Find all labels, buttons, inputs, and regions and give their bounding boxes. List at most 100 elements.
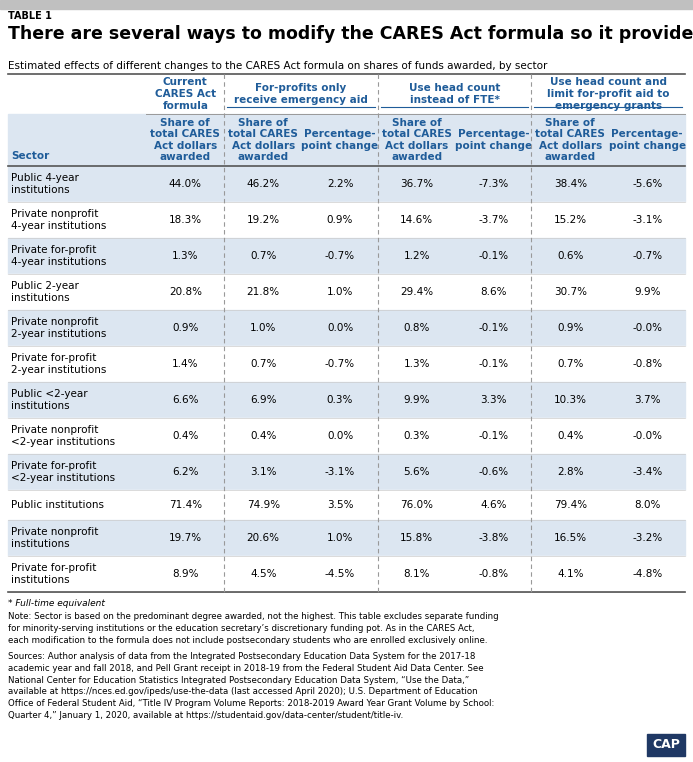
Text: 1.0%: 1.0%	[250, 323, 277, 333]
Text: 1.2%: 1.2%	[403, 251, 430, 261]
Text: Use head count and
limit for-profit aid to
emergency grants: Use head count and limit for-profit aid …	[547, 78, 669, 110]
Text: Use head count
instead of FTE*: Use head count instead of FTE*	[409, 83, 500, 105]
Text: Sector: Sector	[11, 151, 49, 161]
Text: 0.3%: 0.3%	[327, 395, 353, 405]
Text: 9.9%: 9.9%	[634, 287, 660, 297]
Bar	[8, 274, 685, 310]
Text: 79.4%: 79.4%	[554, 500, 587, 510]
Text: 0.7%: 0.7%	[250, 251, 277, 261]
Text: Private nonprofit
<2-year institutions: Private nonprofit <2-year institutions	[11, 425, 115, 447]
Text: CAP: CAP	[652, 738, 680, 751]
Text: -0.1%: -0.1%	[479, 323, 509, 333]
Text: 0.9%: 0.9%	[557, 323, 584, 333]
Bar	[8, 238, 685, 274]
Text: 14.6%: 14.6%	[401, 215, 433, 225]
Text: Private nonprofit
institutions: Private nonprofit institutions	[11, 527, 98, 549]
Text: 74.9%: 74.9%	[247, 500, 280, 510]
Text: -3.7%: -3.7%	[478, 215, 509, 225]
Text: 3.7%: 3.7%	[634, 395, 660, 405]
Bar	[8, 520, 685, 556]
Bar	[0, 0, 693, 9]
Text: -0.8%: -0.8%	[479, 569, 509, 579]
Text: 1.3%: 1.3%	[403, 359, 430, 369]
Bar	[8, 556, 685, 592]
Text: 20.8%: 20.8%	[169, 287, 202, 297]
Text: 2.8%: 2.8%	[557, 467, 584, 477]
Text: 6.9%: 6.9%	[250, 395, 277, 405]
Text: -0.1%: -0.1%	[479, 251, 509, 261]
Text: 8.1%: 8.1%	[403, 569, 430, 579]
Text: Public <2-year
institutions: Public <2-year institutions	[11, 389, 87, 411]
Text: 15.2%: 15.2%	[554, 215, 587, 225]
Text: 8.9%: 8.9%	[172, 569, 199, 579]
Text: 4.6%: 4.6%	[480, 500, 507, 510]
Text: -3.1%: -3.1%	[325, 467, 355, 477]
Text: 3.1%: 3.1%	[250, 467, 277, 477]
Text: 1.0%: 1.0%	[327, 533, 353, 543]
Bar	[647, 734, 685, 756]
Text: 0.7%: 0.7%	[250, 359, 277, 369]
Text: Note: Sector is based on the predominant degree awarded, not the highest. This t: Note: Sector is based on the predominant…	[8, 612, 499, 645]
Text: 0.6%: 0.6%	[557, 251, 584, 261]
Text: 19.2%: 19.2%	[247, 215, 280, 225]
Text: 16.5%: 16.5%	[554, 533, 587, 543]
Text: Share of
total CARES
Act dollars
awarded: Share of total CARES Act dollars awarded	[228, 117, 298, 162]
Text: Sources: Author analysis of data from the Integrated Postsecondary Education Dat: Sources: Author analysis of data from th…	[8, 652, 494, 720]
Text: -0.0%: -0.0%	[632, 431, 662, 441]
Text: 0.0%: 0.0%	[327, 431, 353, 441]
Text: -0.1%: -0.1%	[479, 359, 509, 369]
Text: 20.6%: 20.6%	[247, 533, 280, 543]
Text: Estimated effects of different changes to the CARES Act formula on shares of fun: Estimated effects of different changes t…	[8, 61, 547, 71]
Text: -0.7%: -0.7%	[632, 251, 663, 261]
Text: Current
CARES Act
formula: Current CARES Act formula	[155, 78, 216, 110]
Text: 36.7%: 36.7%	[401, 179, 433, 189]
Text: 1.4%: 1.4%	[172, 359, 199, 369]
Text: -3.1%: -3.1%	[632, 215, 663, 225]
Text: 21.8%: 21.8%	[247, 287, 280, 297]
Text: 4.5%: 4.5%	[250, 569, 277, 579]
Text: 0.0%: 0.0%	[327, 323, 353, 333]
Text: 6.2%: 6.2%	[172, 467, 199, 477]
Text: Percentage-
point change: Percentage- point change	[455, 130, 532, 151]
Text: Public 2-year
institutions: Public 2-year institutions	[11, 281, 79, 303]
Text: 8.0%: 8.0%	[634, 500, 660, 510]
Text: Percentage-
point change: Percentage- point change	[301, 130, 378, 151]
Text: Share of
total CARES
Act dollars
awarded: Share of total CARES Act dollars awarded	[150, 117, 220, 162]
Text: 19.7%: 19.7%	[169, 533, 202, 543]
Text: 44.0%: 44.0%	[169, 179, 202, 189]
Text: Private nonprofit
4-year institutions: Private nonprofit 4-year institutions	[11, 210, 106, 231]
Text: Share of
total CARES
Act dollars
awarded: Share of total CARES Act dollars awarded	[536, 117, 605, 162]
Text: -0.6%: -0.6%	[479, 467, 509, 477]
Text: 38.4%: 38.4%	[554, 179, 587, 189]
Text: 0.4%: 0.4%	[557, 431, 584, 441]
Bar	[8, 454, 685, 490]
Text: 30.7%: 30.7%	[554, 287, 587, 297]
Text: 0.4%: 0.4%	[250, 431, 277, 441]
Text: For-profits only
receive emergency aid: For-profits only receive emergency aid	[234, 83, 368, 105]
Text: -3.8%: -3.8%	[478, 533, 509, 543]
Text: Percentage-
point change: Percentage- point change	[608, 130, 685, 151]
Text: 1.0%: 1.0%	[327, 287, 353, 297]
Text: Public institutions: Public institutions	[11, 500, 104, 510]
Text: 0.3%: 0.3%	[403, 431, 430, 441]
Text: Private for-profit
2-year institutions: Private for-profit 2-year institutions	[11, 354, 106, 375]
Text: 15.8%: 15.8%	[401, 533, 433, 543]
Text: 2.2%: 2.2%	[327, 179, 353, 189]
Bar	[8, 346, 685, 382]
Text: Private nonprofit
2-year institutions: Private nonprofit 2-year institutions	[11, 317, 106, 339]
Text: 3.3%: 3.3%	[480, 395, 507, 405]
Text: Private for-profit
<2-year institutions: Private for-profit <2-year institutions	[11, 461, 115, 483]
Text: Share of
total CARES
Act dollars
awarded: Share of total CARES Act dollars awarded	[382, 117, 452, 162]
Text: Public 4-year
institutions: Public 4-year institutions	[11, 173, 79, 195]
Text: Private for-profit
4-year institutions: Private for-profit 4-year institutions	[11, 245, 106, 267]
Text: 0.4%: 0.4%	[172, 431, 199, 441]
Text: 46.2%: 46.2%	[247, 179, 280, 189]
Bar	[8, 490, 685, 520]
Text: 0.9%: 0.9%	[172, 323, 199, 333]
Bar	[8, 382, 685, 418]
Text: 0.8%: 0.8%	[403, 323, 430, 333]
Text: -3.2%: -3.2%	[632, 533, 663, 543]
Text: * Full-time equivalent: * Full-time equivalent	[8, 599, 105, 608]
Text: 6.6%: 6.6%	[172, 395, 199, 405]
Text: There are several ways to modify the CARES Act formula so it provides more funds: There are several ways to modify the CAR…	[8, 25, 693, 43]
